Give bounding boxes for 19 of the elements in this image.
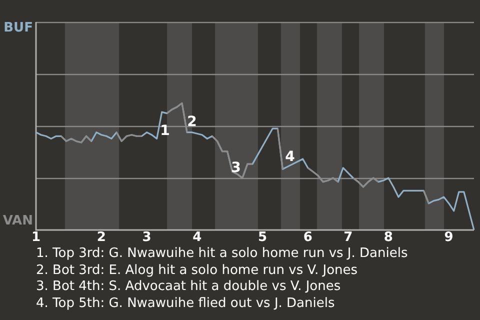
x-tick-label: 5 <box>258 230 268 246</box>
annotation: 2 <box>187 114 197 130</box>
text: 4. Top 5th: G. Nwawuihe flied out vs J. Daniels <box>36 296 336 312</box>
x-tick-label: 3 <box>142 230 152 246</box>
annotation: 3 <box>231 160 241 176</box>
text: 2. Bot 3rd: E. Alog hit a solo home run vs V. Jones <box>36 262 359 279</box>
annotation: 1 <box>160 123 170 139</box>
x-tick-label: 4 <box>192 230 202 246</box>
text: BUF <box>4 20 33 36</box>
x-tick-label: 6 <box>303 230 312 246</box>
x-tick-label: 1 <box>31 230 41 246</box>
text: 3. Bot 4th: S. Advocaat hit a double vs V. Jones <box>36 279 342 296</box>
x-tick-label: 7 <box>344 230 353 246</box>
x-tick-label: 2 <box>96 230 106 246</box>
text: 1. Top 3rd: G. Nwawuihe hit a solo home run vs J. Daniels <box>36 246 409 262</box>
text: VAN <box>2 214 33 228</box>
x-tick-label: 9 <box>444 230 454 246</box>
annotation: 4 <box>285 149 295 165</box>
x-tick-label: 8 <box>384 230 393 246</box>
